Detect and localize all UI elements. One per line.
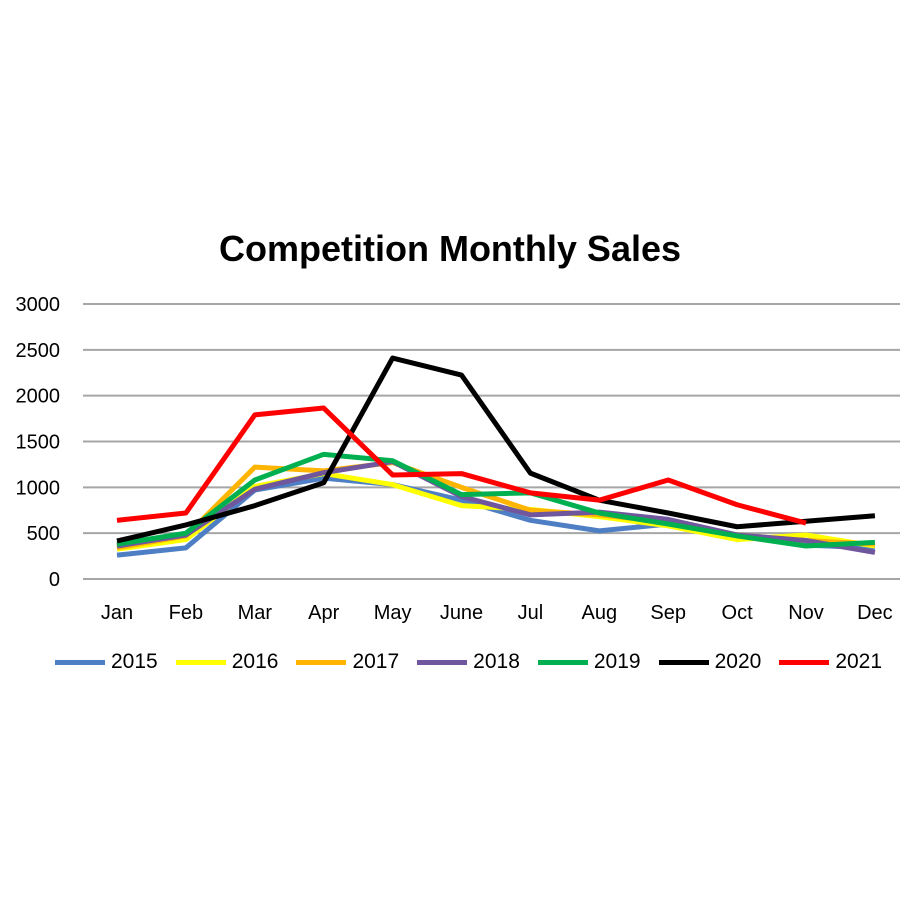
y-tick-label: 500 — [27, 523, 60, 545]
x-tick-label: Mar — [238, 602, 273, 624]
legend-label: 2017 — [352, 650, 400, 673]
x-tick-label: Aug — [582, 602, 618, 624]
y-tick-label: 2500 — [16, 340, 61, 362]
legend-item-2019: 2019 — [537, 650, 641, 674]
x-tick-label: May — [374, 602, 412, 624]
y-tick-label: 1000 — [16, 477, 61, 499]
legend-item-2021: 2021 — [779, 650, 882, 674]
x-tick-label: Apr — [308, 602, 339, 624]
line-chart: 0 500 1000 1500 2000 2500 3000 Jan Feb Mar Apr May J… — [16, 294, 900, 624]
legend-item-2015: 2015 — [55, 650, 158, 674]
y-tick-label: 1500 — [16, 432, 61, 454]
y-tick-label: 0 — [49, 569, 60, 591]
series-line-2019 — [116, 451, 876, 549]
series-line-2020 — [116, 355, 876, 544]
x-tick-label: June — [440, 602, 483, 624]
legend-item-2017: 2017 — [296, 650, 399, 674]
legend-swatch — [55, 659, 105, 665]
y-tick-label: 3000 — [16, 294, 61, 316]
legend-label: 2018 — [473, 650, 520, 673]
legend-swatch — [537, 659, 588, 665]
series-line-2021 — [116, 405, 807, 526]
legend: 2015 2016 2017 2018 2019 2020 2021 — [55, 650, 882, 674]
legend-item-2018: 2018 — [417, 650, 520, 674]
y-tick-label: 2000 — [16, 386, 61, 408]
x-tick-label: Sep — [650, 602, 686, 624]
x-tick-label: Nov — [788, 602, 824, 624]
x-tick-label: Jul — [518, 602, 544, 624]
legend-label: 2020 — [714, 650, 762, 673]
x-tick-label: Feb — [169, 602, 203, 624]
legend-swatch — [779, 659, 830, 665]
legend-label: 2019 — [593, 650, 641, 673]
legend-label: 2015 — [111, 650, 158, 673]
legend-item-2016: 2016 — [175, 650, 279, 674]
legend-swatch — [417, 659, 468, 665]
legend-swatch — [658, 659, 709, 665]
legend-label: 2016 — [231, 650, 279, 673]
legend-swatch — [175, 659, 226, 665]
legend-item-2020: 2020 — [658, 650, 762, 674]
x-tick-label: Oct — [722, 602, 754, 624]
legend-swatch — [296, 659, 347, 665]
legend-label: 2021 — [835, 650, 883, 673]
x-tick-label: Dec — [857, 602, 893, 624]
chart-title: Competition Monthly Sales — [218, 228, 682, 269]
x-tick-label: Jan — [101, 602, 133, 624]
